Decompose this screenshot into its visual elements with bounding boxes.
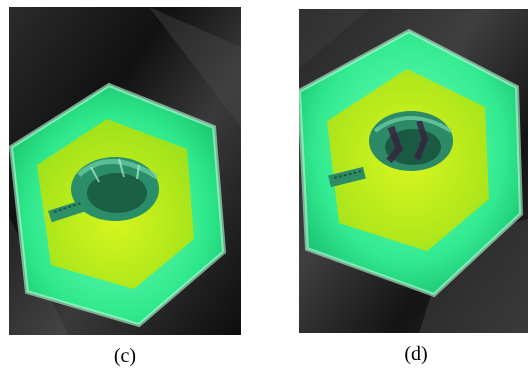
photo-d-image — [299, 9, 528, 333]
caption-c: (c) — [95, 345, 155, 368]
caption-d: (d) — [386, 343, 446, 366]
photo-c-image — [9, 7, 241, 335]
photo-panel-d — [299, 9, 528, 333]
photo-panel-c — [9, 7, 241, 335]
